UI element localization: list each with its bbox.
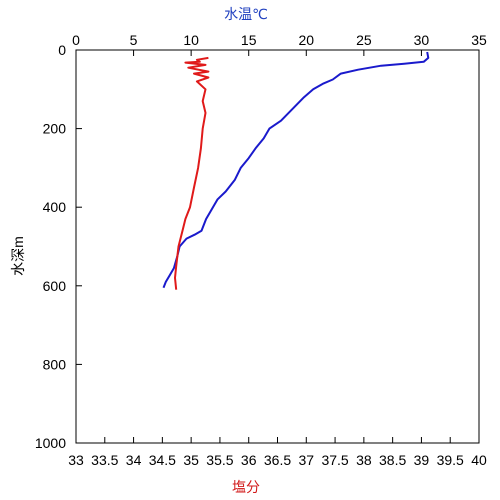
bottom-tick-label: 34.5	[149, 452, 176, 468]
bottom-tick-label: 37	[298, 452, 314, 468]
bottom-tick-label: 35.5	[206, 452, 233, 468]
bottom-axis-ticks: 33 33.5 34 34.5 35 35.5 36 36.5 37 37.5 38 38.5 39 39…	[68, 437, 487, 468]
top-axis-ticks: 0 5 10 15 20 25 30 35	[72, 32, 487, 56]
top-tick-label: 30	[414, 32, 430, 48]
top-tick-label: 10	[183, 32, 199, 48]
bottom-tick-label: 33	[68, 452, 84, 468]
top-axis-title: 水温℃	[224, 6, 268, 22]
left-tick-label: 200	[43, 121, 67, 137]
salinity-profile-line	[174, 56, 210, 290]
left-tick-label: 0	[58, 42, 66, 58]
temperature-profile-line	[162, 51, 430, 289]
bottom-tick-label: 38.5	[379, 452, 406, 468]
bottom-tick-label: 33.5	[91, 452, 118, 468]
bottom-axis-title: 塩分	[232, 479, 260, 495]
bottom-tick-label: 34	[126, 452, 142, 468]
bottom-tick-label: 38	[356, 452, 372, 468]
left-tick-label: 800	[43, 356, 67, 372]
left-axis-title: 水深m	[10, 236, 26, 276]
bottom-tick-label: 37.5	[321, 452, 348, 468]
series-layer	[162, 51, 430, 290]
top-tick-label: 5	[130, 32, 138, 48]
bottom-tick-label: 39.5	[437, 452, 464, 468]
bottom-tick-label: 36.5	[264, 452, 291, 468]
top-tick-label: 20	[298, 32, 314, 48]
top-tick-label: 0	[72, 32, 80, 48]
top-tick-label: 25	[356, 32, 372, 48]
left-tick-label: 400	[43, 199, 67, 215]
bottom-tick-label: 39	[414, 452, 430, 468]
bottom-tick-label: 36	[241, 452, 257, 468]
top-tick-label: 35	[471, 32, 487, 48]
left-tick-label: 1000	[35, 435, 66, 451]
top-tick-label: 15	[241, 32, 257, 48]
left-tick-label: 600	[43, 278, 67, 294]
left-axis-ticks: 0 200 400 600 800 1000	[35, 42, 82, 451]
bottom-tick-label: 35	[183, 452, 199, 468]
bottom-tick-label: 40	[471, 452, 487, 468]
plot-frame	[75, 49, 480, 444]
